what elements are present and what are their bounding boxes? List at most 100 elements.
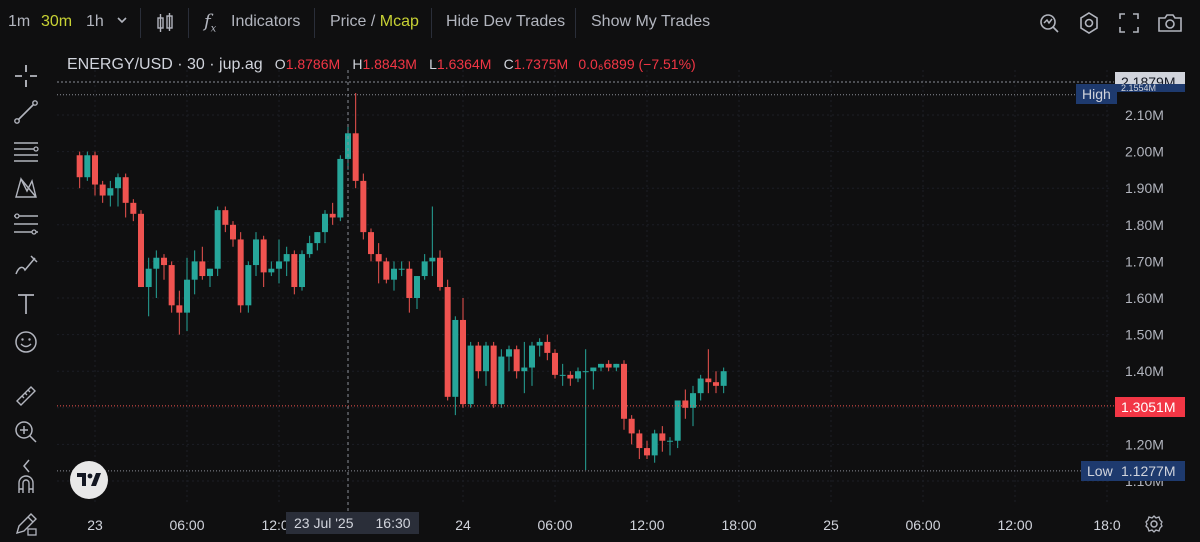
pattern-xabcd-icon[interactable] <box>8 170 44 206</box>
y-tick-label: 2.10M <box>1125 107 1164 123</box>
candle-body <box>452 319 459 397</box>
candle-body <box>521 367 528 372</box>
candle-body <box>613 363 620 368</box>
fullscreen-icon[interactable] <box>1118 12 1140 39</box>
magnet-icon[interactable] <box>8 466 44 502</box>
brush-icon[interactable] <box>8 247 44 283</box>
x-tick-label: 06:00 <box>905 517 940 533</box>
crosshair-time: 16:30 <box>375 515 411 531</box>
candle-body <box>352 133 359 181</box>
candle-body <box>207 268 213 277</box>
high-key: H <box>352 56 363 72</box>
ruler-measure-icon[interactable] <box>8 378 44 414</box>
settings-gear-icon[interactable] <box>1077 11 1101 40</box>
function-fx-icon[interactable]: fx <box>204 11 217 35</box>
candle-body <box>636 433 643 449</box>
crosshair-icon[interactable] <box>8 58 44 94</box>
lock-pencil-icon[interactable] <box>8 506 44 542</box>
indicators-button[interactable]: Indicators <box>231 13 301 30</box>
candle-body <box>84 155 91 178</box>
camera-screenshot-icon[interactable] <box>1157 12 1183 39</box>
trend-line-icon[interactable] <box>8 94 44 130</box>
candle-body <box>268 268 275 273</box>
low-value: 1.6364M <box>436 56 492 72</box>
tradingview-logo[interactable] <box>70 461 108 499</box>
candlestick-type-icon[interactable] <box>155 12 175 39</box>
zoom-in-icon[interactable] <box>8 414 44 450</box>
candle-body <box>406 268 413 298</box>
text-tool-icon[interactable] <box>8 286 44 322</box>
candle-body <box>337 158 344 218</box>
divider <box>140 8 141 38</box>
candle-body <box>314 232 321 244</box>
x-tick-label: 12:00 <box>997 517 1032 533</box>
candle-body <box>191 261 198 280</box>
y-tick-label: 2.00M <box>1125 144 1164 160</box>
candle-body <box>552 352 558 375</box>
candle-body <box>644 448 650 456</box>
candle-body <box>682 400 689 408</box>
collapse-arrow-icon[interactable] <box>2 448 50 484</box>
candle-body <box>467 345 474 405</box>
x-tick-label: 06:00 <box>537 517 572 533</box>
horizontal-lines-icon[interactable] <box>8 133 44 169</box>
x-tick-label: 24 <box>455 517 471 533</box>
hide-dev-trades-button[interactable]: Hide Dev Trades <box>446 13 566 30</box>
tv-logo-icon <box>77 473 101 486</box>
candle-body <box>705 378 712 383</box>
mcap-option[interactable]: Mcap <box>379 13 419 30</box>
candle-body <box>513 349 520 372</box>
candle-body <box>421 261 428 277</box>
candle-body <box>360 180 367 233</box>
low-key: L <box>429 56 437 72</box>
y-tick-label: 1.70M <box>1125 253 1164 269</box>
candle-body <box>628 418 635 434</box>
high-value: 1.8843M <box>362 56 417 72</box>
fib-retracement-icon[interactable] <box>8 206 44 242</box>
quick-search-icon[interactable] <box>1037 11 1061 40</box>
divider <box>314 8 315 38</box>
candle-body <box>544 341 551 353</box>
candle-body <box>506 349 512 357</box>
show-my-trades-button[interactable]: Show My Trades <box>591 13 711 30</box>
candle-body <box>299 254 305 288</box>
top-toolbar: 1m 30m 1h fx Indicators Price / Mcap Hid… <box>0 0 1200 46</box>
chart-settings-icon[interactable] <box>1144 514 1164 539</box>
timeframe-1h[interactable]: 1h <box>86 13 104 30</box>
symbol-label[interactable]: ENERGY/USD · 30 · jup.ag <box>67 56 263 73</box>
candle-body <box>222 210 229 225</box>
divider <box>575 8 576 38</box>
x-tick-label: 23 <box>87 517 103 533</box>
candle-body <box>598 363 604 368</box>
candle-body <box>230 224 236 240</box>
price-option[interactable]: Price <box>330 13 367 30</box>
timeframe-1m[interactable]: 1m <box>8 13 31 30</box>
candle-body <box>115 177 121 189</box>
candle-body <box>176 305 183 313</box>
candle-body <box>122 177 129 203</box>
price-mcap-toggle[interactable]: Price / Mcap <box>330 13 419 31</box>
candle-body <box>92 155 98 185</box>
candle-body <box>536 341 543 346</box>
candle-body <box>490 345 497 405</box>
candle-body <box>429 257 436 262</box>
candle-body <box>713 382 719 386</box>
candle-body <box>276 261 282 269</box>
candle-body <box>130 202 137 214</box>
timeframe-30m[interactable]: 30m <box>41 13 73 30</box>
candle-body <box>567 374 574 379</box>
y-tick-label: 1.60M <box>1125 290 1164 306</box>
candle-body <box>674 400 681 441</box>
low-value-tag: 1.1277M <box>1115 461 1185 481</box>
candle-body <box>697 378 704 394</box>
emoji-smile-icon[interactable] <box>8 324 44 360</box>
y-tick-label: 1.40M <box>1125 363 1164 379</box>
crosshair-date-tag: 23 Jul '25 16:30 <box>286 512 419 534</box>
candle-body <box>214 210 221 269</box>
candle-body <box>460 319 466 405</box>
candle-body <box>590 367 597 372</box>
chevron-down-icon[interactable] <box>116 13 128 31</box>
candle-body <box>99 184 106 196</box>
candle-body <box>383 261 390 280</box>
